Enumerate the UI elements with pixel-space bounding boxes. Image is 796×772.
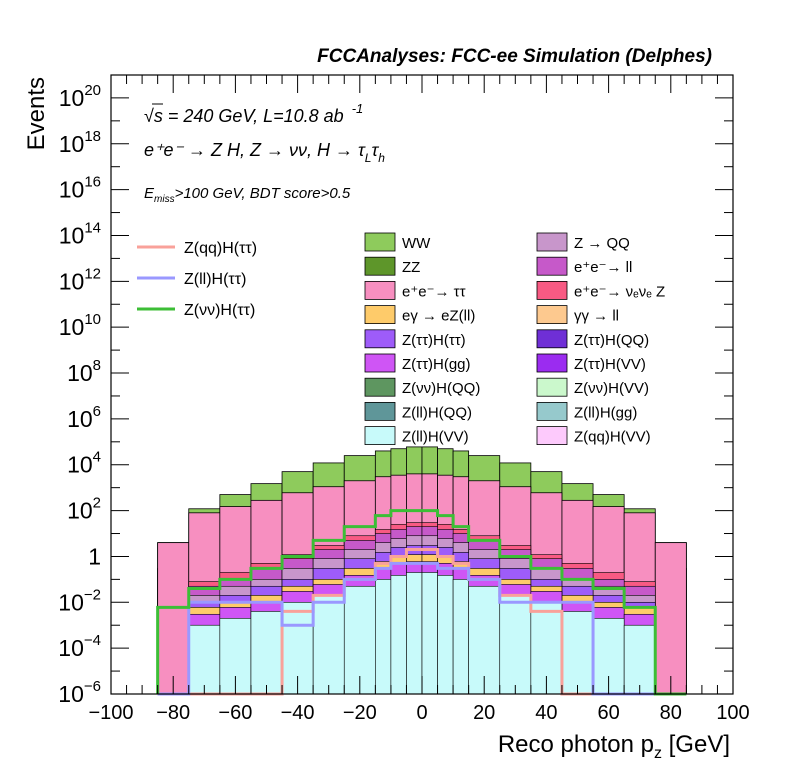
- line-z-ll-h-: [157, 561, 687, 696]
- legend-box-swatch: [536, 232, 568, 252]
- x-tick-labels: −100 −80 −60 −40 −20 0 20 40 60 80 100: [88, 702, 749, 724]
- legend-box-label: eγ → eZ(ll): [402, 308, 475, 325]
- y-tick-label: 1018: [59, 128, 101, 157]
- x-tick-label: 20: [473, 702, 495, 724]
- histogram-bin: [499, 595, 532, 695]
- legend-box-swatch: [364, 256, 396, 276]
- plot-area: [110, 74, 734, 696]
- y-tick-labels: 10−6 10−4 10−2 1 102 104 106 108 1010 1012 1014 101…: [58, 82, 101, 707]
- legend-box-label: Z(ll)H(gg): [574, 404, 637, 421]
- x-axis-label: Reco photon pz [GeV]: [498, 731, 730, 762]
- y-tick-label: 102: [67, 495, 101, 524]
- histogram-bin: [250, 611, 283, 695]
- histogram-bin: [375, 579, 392, 695]
- legend-box-label: e⁺e⁻→ ll: [574, 259, 632, 276]
- y-tick-label: 1012: [59, 265, 101, 294]
- legend-box-label: e⁺e⁻→ ττ: [402, 283, 466, 300]
- histogram-bin: [157, 542, 190, 695]
- legend-box-label: Z(νν)H(QQ): [402, 380, 480, 397]
- legend-box-swatch: [536, 280, 568, 300]
- x-tick-label: 0: [416, 702, 427, 724]
- legend-boxes: WW Z → QQ ZZ e⁺e⁻→ ll e⁺e⁻→ ττ e⁺e⁻→ νₑνₑ Z eγ…: [364, 232, 665, 446]
- y-tick-label: 106: [67, 403, 101, 432]
- histogram-bin: [623, 624, 656, 695]
- legend-box-label: γγ → ll: [574, 308, 619, 325]
- legend-box-swatch: [364, 305, 396, 325]
- legend-box-swatch: [536, 329, 568, 349]
- legend-box-label: Z(ll)H(VV): [402, 429, 469, 446]
- histogram-bin: [406, 572, 423, 695]
- y-tick-label: 1020: [59, 82, 101, 111]
- x-tick-label: 60: [597, 702, 619, 724]
- legend-box-label: Z(qq)H(VV): [574, 429, 651, 446]
- legend-box-label: ZZ: [402, 259, 420, 276]
- legend-lines: Z(qq)H(ττ) Z(ll)H(ττ) Z(νν)H(ττ): [137, 240, 257, 319]
- x-tick-label: 40: [535, 702, 557, 724]
- legend-box-label: Z(ll)H(QQ): [402, 404, 472, 421]
- band-z-ll-h-vv-: [188, 572, 656, 695]
- histogram-bin: [188, 624, 221, 695]
- histogram-bin: [654, 542, 687, 695]
- cut-label: Emiss>100 GeV, BDT score>0.5: [144, 185, 351, 205]
- legend-box-swatch: [364, 377, 396, 397]
- legend-box-label: Z(ττ)H(gg): [402, 356, 471, 373]
- x-tick-label: −20: [343, 702, 377, 724]
- x-tick-label: 100: [716, 702, 749, 724]
- legend-box-swatch: [536, 426, 568, 446]
- legend-box-swatch: [364, 401, 396, 421]
- y-tick-label: 1014: [59, 219, 101, 248]
- signal-lines: [156, 509, 687, 696]
- histogram-bin: [452, 579, 469, 695]
- histogram-bin: [390, 575, 407, 695]
- y-tick-label: 108: [67, 357, 101, 386]
- legend-line-label: Z(ll)H(ττ): [184, 271, 246, 288]
- annotations: √s = 240 GeV, L=10.8 ab -1 e⁺e⁻ → Z H, Z …: [144, 101, 385, 205]
- legend-box-swatch: [364, 280, 396, 300]
- y-axis-label: Events: [23, 77, 50, 150]
- legend-box-swatch: [536, 305, 568, 325]
- y-tick-label: 1016: [59, 174, 101, 203]
- legend-box-swatch: [536, 377, 568, 397]
- y-tick-label: 10−4: [58, 632, 101, 661]
- legend-box-swatch: [536, 353, 568, 373]
- y-tick-label: 1010: [59, 311, 101, 340]
- y-tick-label: 10−6: [58, 678, 101, 707]
- legend-line-label: Z(qq)H(ττ): [184, 240, 257, 257]
- line-z-qq-h-: [157, 548, 687, 696]
- line-z-h-: [156, 509, 687, 696]
- histogram-bin: [437, 575, 454, 695]
- histogram-bin: [421, 572, 438, 695]
- histogram-bin: [312, 595, 345, 695]
- y-tick-label: 104: [67, 449, 101, 478]
- header-title: FCCAnalyses: FCC-ee Simulation (Delphes): [317, 46, 712, 67]
- legend-box-label: Z(ττ)H(ττ): [402, 332, 466, 349]
- x-tick-label: −40: [281, 702, 315, 724]
- y-tick-label: 1: [88, 543, 101, 569]
- legend-box-swatch: [536, 401, 568, 421]
- legend-box-swatch: [536, 256, 568, 276]
- process-label: e⁺e⁻ → Z H, Z → νν, H → τLτh: [144, 140, 385, 165]
- legend-box-swatch: [364, 232, 396, 252]
- histogram-bin: [561, 611, 594, 695]
- y-tick-label: 10−2: [58, 586, 101, 615]
- legend-box-label: e⁺e⁻→ νₑνₑ Z: [574, 283, 665, 300]
- legend-line-label: Z(νν)H(ττ): [184, 302, 255, 319]
- x-tick-label: −100: [88, 702, 133, 724]
- legend-box-swatch: [364, 353, 396, 373]
- x-tick-label: 80: [660, 702, 682, 724]
- x-tick-label: −80: [156, 702, 190, 724]
- axis-ticks: [110, 74, 734, 695]
- legend-box-label: Z(ττ)H(VV): [574, 356, 646, 373]
- legend-box-label: Z → QQ: [574, 235, 630, 252]
- legend-box-swatch: [364, 329, 396, 349]
- legend-box-swatch: [364, 426, 396, 446]
- legend-box-label: WW: [402, 235, 431, 252]
- legend-box-label: Z(νν)H(VV): [574, 380, 649, 397]
- legend-box-label: Z(ττ)H(QQ): [574, 332, 649, 349]
- energy-label: √s = 240 GeV, L=10.8 ab -1: [144, 101, 363, 126]
- x-tick-label: −60: [218, 702, 252, 724]
